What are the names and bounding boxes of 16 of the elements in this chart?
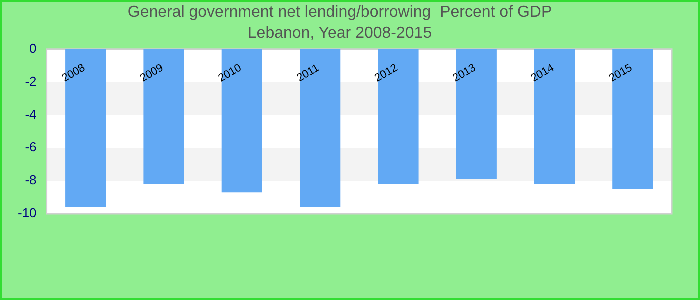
- y-tick-label: -4: [25, 106, 37, 122]
- x-tick-label: 2010: [216, 62, 244, 85]
- x-tick-label: 2008: [60, 62, 88, 85]
- chart-subtitle: Lebanon, Year 2008-2015: [248, 25, 432, 42]
- y-tick-label: -6: [25, 140, 37, 155]
- y-tick-label: -2: [25, 74, 37, 89]
- x-tick-label: 2014: [529, 62, 556, 85]
- chart-title: General government net lending/borrowing Percent of GDP: [128, 4, 552, 22]
- x-tick-label: 2015: [607, 62, 635, 85]
- y-tick-label: 0: [30, 40, 37, 56]
- x-tick-label: 2009: [138, 62, 166, 85]
- x-tick-label: 2012: [372, 62, 400, 85]
- x-tick-label: 2013: [451, 62, 478, 85]
- y-tick-label: -8: [25, 172, 37, 188]
- y-tick-label: -10: [18, 206, 37, 221]
- x-tick-label: 2011: [295, 62, 322, 85]
